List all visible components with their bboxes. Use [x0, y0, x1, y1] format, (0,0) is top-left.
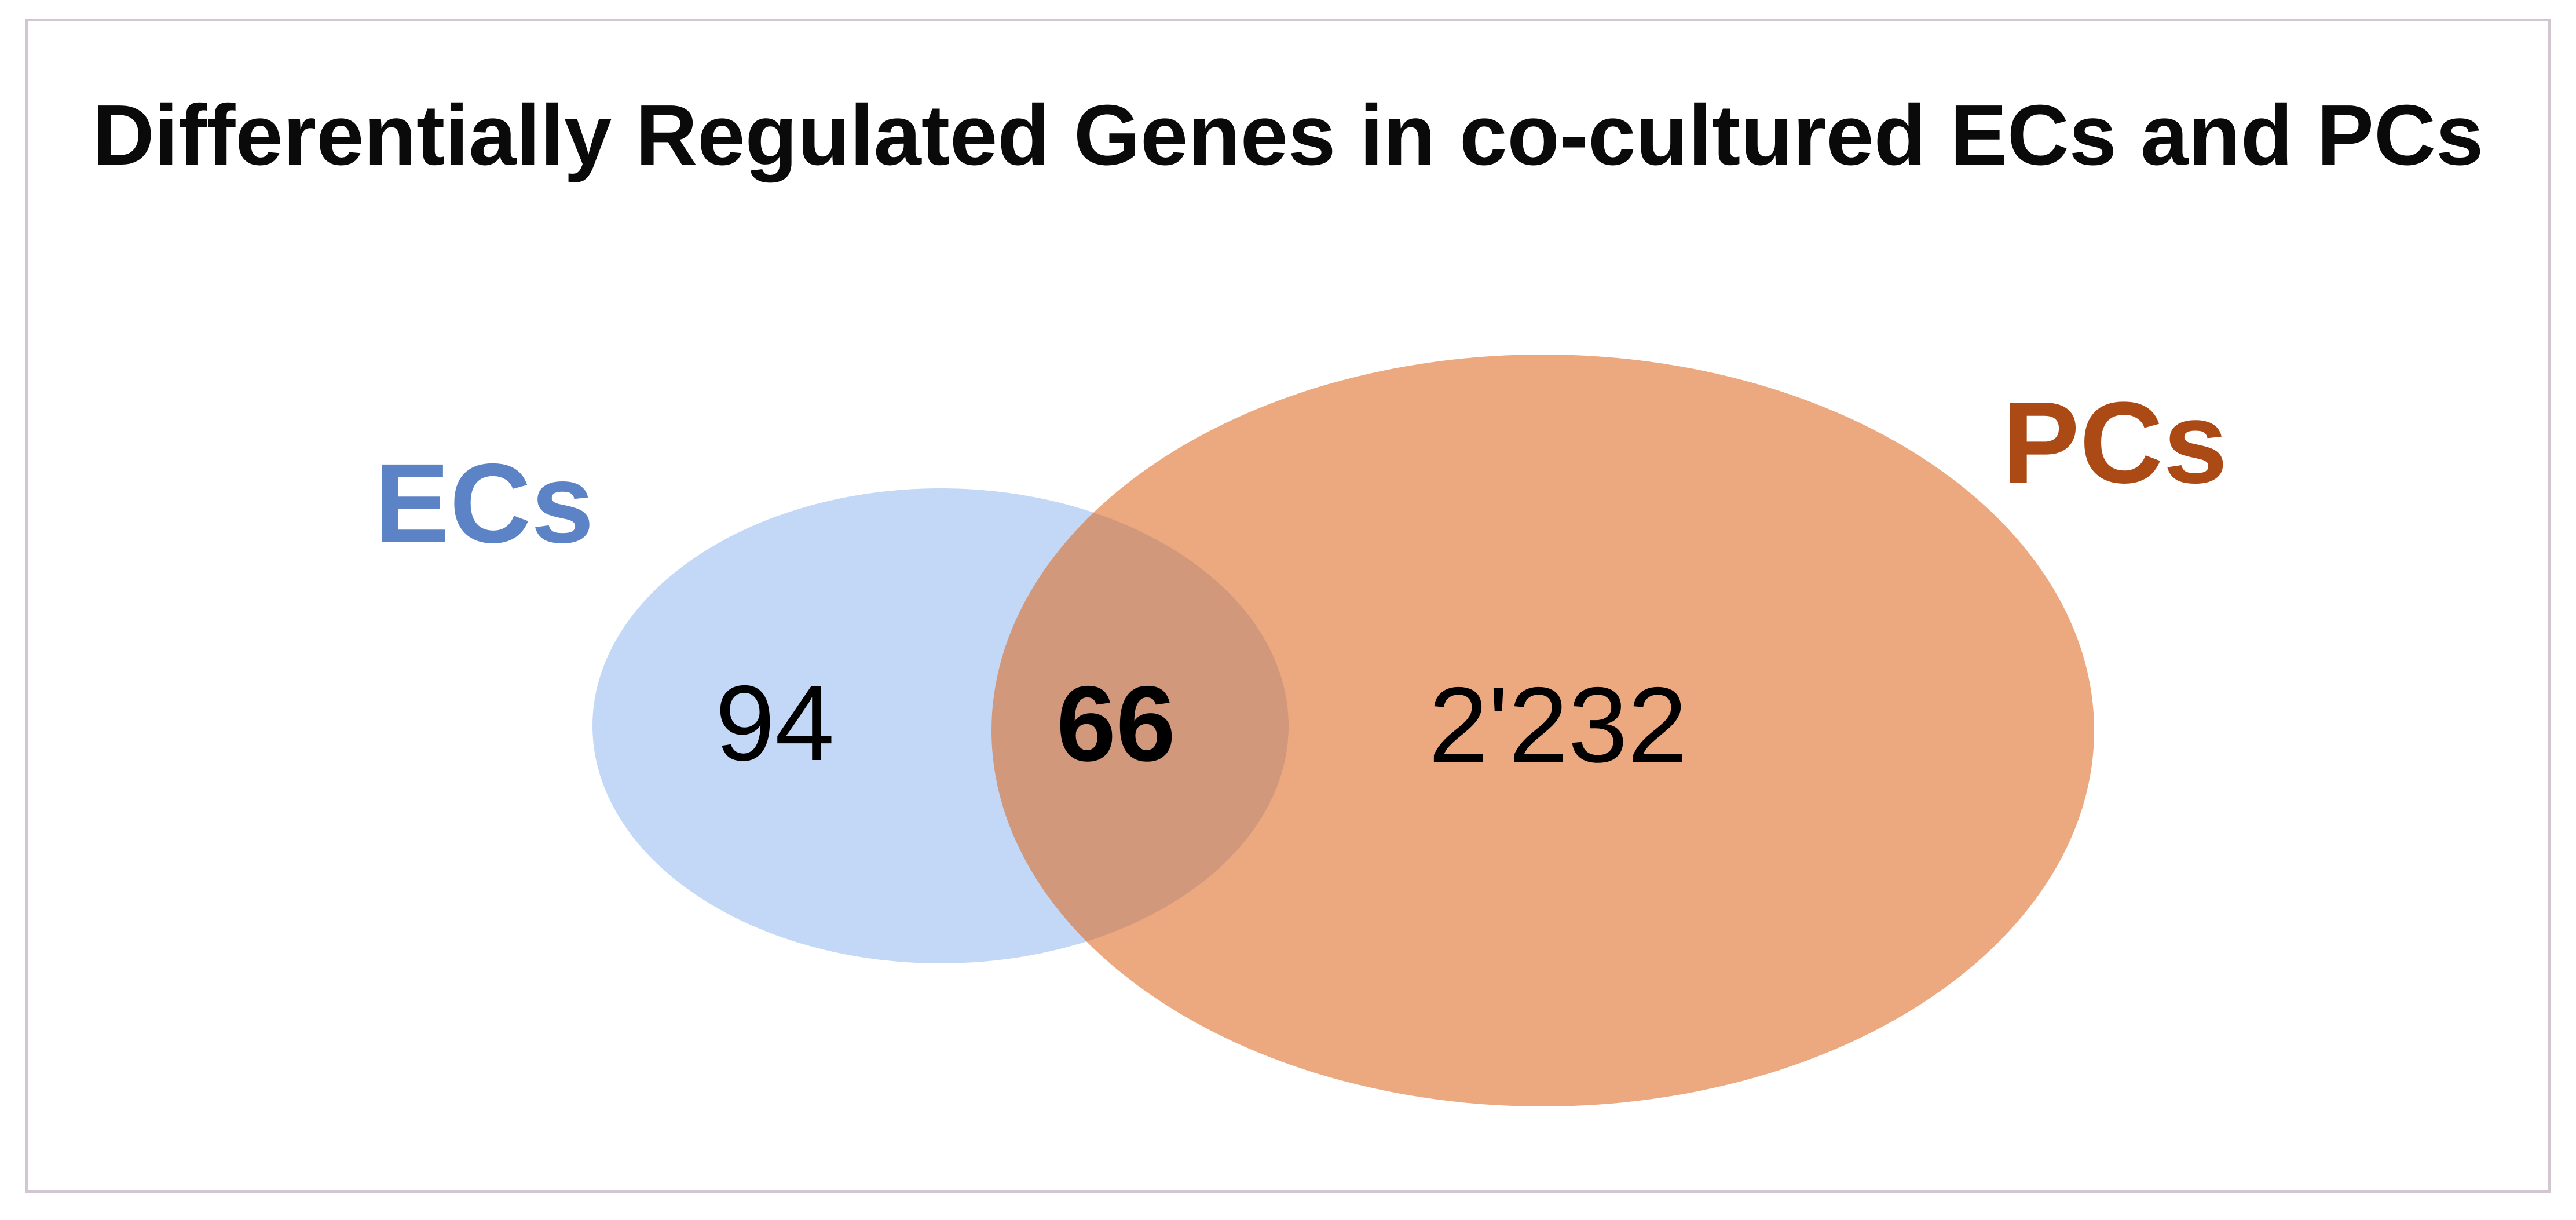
ecs-unique-count: 94 — [715, 664, 835, 783]
figure-title: Differentially Regulated Genes in co-cul… — [92, 87, 2484, 183]
overlap-count: 66 — [1056, 664, 1176, 784]
pcs-ellipse — [991, 355, 2094, 1106]
pcs-unique-count: 2'232 — [1428, 666, 1688, 785]
pcs-set-label: PCs — [2002, 378, 2228, 507]
ecs-set-label: ECs — [374, 440, 594, 567]
